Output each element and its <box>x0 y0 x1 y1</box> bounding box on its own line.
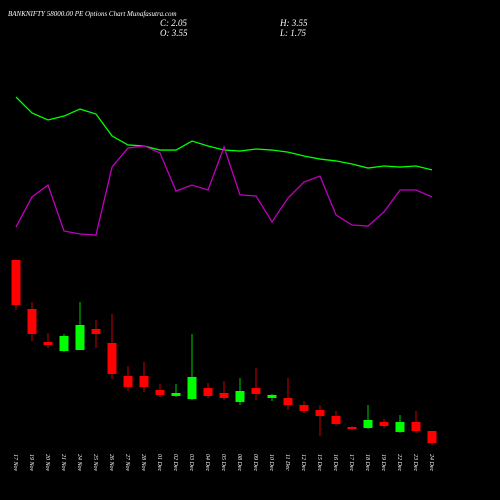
x-tick-label: 23 Dec <box>412 454 418 471</box>
candle-body <box>331 415 341 424</box>
candle-body <box>155 389 165 395</box>
x-tick-label: 11 Dec <box>284 454 290 471</box>
candle-body <box>107 343 117 374</box>
x-tick-label: 24 Nov <box>76 454 83 472</box>
candle-body <box>187 377 197 399</box>
info-open: O: 3.55 <box>160 28 188 38</box>
x-tick-label: 01 Dec <box>156 454 162 471</box>
x-tick-label: 12 Dec <box>300 454 306 471</box>
candle-body <box>267 395 277 398</box>
candle-body <box>235 391 245 402</box>
info-low: L: 1.75 <box>279 28 307 38</box>
candle-body <box>283 397 293 405</box>
x-tick-label: 18 Dec <box>364 454 370 471</box>
candle-body <box>203 387 213 396</box>
x-tick-label: 17 Dec <box>348 454 354 471</box>
info-high: H: 3.55 <box>279 18 308 28</box>
x-tick-label: 19 Nov <box>28 454 34 472</box>
x-tick-label: 03 Dec <box>188 454 194 471</box>
x-tick-label: 24 Dec <box>428 454 435 471</box>
indicator-line <box>15 96 433 171</box>
x-tick-label: 09 Dec <box>252 454 258 471</box>
candle-body <box>123 375 133 387</box>
candle-body <box>427 431 437 443</box>
x-tick-label: 04 Dec <box>204 454 211 471</box>
candle-body <box>43 341 53 345</box>
candle-body <box>395 421 405 432</box>
info-close: C: 2.05 <box>160 18 188 28</box>
x-tick-label: 17 Nov <box>12 454 18 472</box>
candle-body <box>411 421 421 431</box>
x-tick-label: 02 Dec <box>172 454 178 471</box>
x-tick-label: 05 Dec <box>220 454 226 471</box>
candle-body <box>347 427 357 429</box>
candle-body <box>315 409 325 416</box>
candle-body <box>27 309 37 334</box>
candle-body <box>219 393 229 398</box>
x-tick-label: 08 Dec <box>236 454 242 471</box>
x-tick-label: 19 Dec <box>380 454 386 471</box>
x-tick-label: 15 Dec <box>316 454 322 471</box>
candle-body <box>59 335 69 351</box>
candle-body <box>91 329 101 334</box>
candle-body <box>251 387 261 394</box>
candle-body <box>75 325 85 350</box>
x-tick-label: 10 Dec <box>268 454 274 471</box>
candle-body <box>171 393 181 396</box>
candle-body <box>11 259 21 305</box>
candle-body <box>299 405 309 411</box>
candle-body <box>363 419 373 428</box>
x-tick-label: 25 Nov <box>92 454 98 472</box>
x-tick-label: 21 Nov <box>60 454 66 472</box>
candle-body <box>379 421 389 426</box>
x-tick-label: 16 Dec <box>332 454 338 471</box>
x-tick-label: 26 Nov <box>108 454 114 472</box>
candle-body <box>139 375 149 387</box>
x-tick-label: 28 Nov <box>140 454 146 472</box>
chart-title: BANKNIFTY 58000.00 PE Options Chart Muna… <box>8 10 177 18</box>
indicator-line <box>15 145 433 236</box>
x-tick-label: 20 Nov <box>44 454 50 472</box>
x-tick-label: 22 Dec <box>396 454 402 471</box>
x-tick-label: 27 Nov <box>124 454 130 472</box>
